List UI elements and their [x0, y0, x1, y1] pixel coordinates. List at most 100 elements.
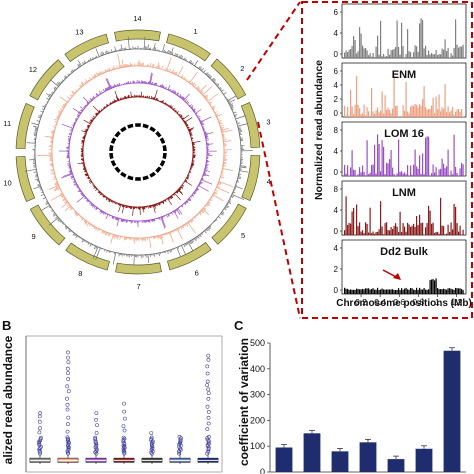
- track-bar-2: [431, 173, 433, 176]
- track-bar-1: [389, 109, 391, 117]
- track-y-tick-label: 4: [334, 147, 339, 156]
- box-outlier-1: [66, 445, 71, 450]
- track-bar-3: [416, 216, 418, 235]
- track-bar-0: [416, 46, 418, 58]
- track-bar-2: [426, 136, 428, 176]
- track-bar-2: [413, 164, 415, 176]
- panel-c-y-tick-label: 500: [250, 338, 265, 348]
- track-bar-1: [407, 111, 409, 117]
- track-bar-4: [404, 288, 406, 294]
- box-outlier-6: [205, 379, 210, 384]
- track-bar-2: [395, 175, 397, 176]
- track-bar-3: [444, 234, 446, 235]
- chromosome-block-2: [210, 58, 247, 100]
- track-bar-3: [374, 233, 376, 235]
- box-outlier-1: [66, 355, 70, 360]
- track-bar-2: [386, 162, 388, 176]
- chromosome-block-4: [241, 155, 261, 202]
- inner-ring-segment: [155, 131, 162, 138]
- track-bar-2: [414, 149, 416, 176]
- track-bar-1: [381, 91, 383, 117]
- track-bar-3: [404, 226, 406, 235]
- chromosome-label-9: 9: [32, 232, 36, 241]
- track-bar-0: [405, 54, 407, 58]
- track-bar-1: [363, 104, 365, 117]
- track-bar-2: [405, 174, 407, 176]
- track-bar-3: [428, 205, 430, 235]
- track-bar-4: [462, 290, 464, 294]
- track-bar-0: [344, 52, 346, 58]
- box-outlier-1: [66, 415, 71, 420]
- track-bar-3: [408, 224, 410, 235]
- box-outlier-1: [66, 422, 70, 427]
- circos-track-baseline-2: [68, 82, 208, 222]
- track-y-tick-label: 8: [334, 185, 339, 194]
- track-bar-3: [422, 222, 424, 235]
- box-outlier-1: [66, 350, 70, 355]
- track-bar-0: [456, 44, 458, 58]
- track-bar-0: [437, 55, 439, 58]
- track-bar-4: [428, 289, 430, 294]
- track-bar-0: [381, 56, 383, 58]
- inner-ring-segment: [142, 123, 149, 129]
- track-bar-2: [363, 171, 365, 176]
- track-bar-1: [438, 94, 440, 117]
- box-outlier-3: [121, 435, 126, 440]
- track-bar-4: [387, 289, 389, 294]
- track-bar-4: [390, 289, 392, 294]
- track-bar-2: [452, 174, 454, 176]
- track-bar-4: [426, 289, 428, 294]
- track-bar-0: [357, 51, 359, 58]
- track-bar-2: [381, 140, 383, 176]
- track-bar-1: [458, 109, 460, 117]
- track-bar-2: [407, 165, 409, 176]
- track-bar-2: [423, 174, 425, 176]
- track-bar-3: [363, 233, 365, 235]
- circos-track-1: [37, 53, 234, 249]
- track-bar-3: [344, 230, 346, 235]
- track-bar-4: [405, 287, 407, 294]
- track-bar-4: [452, 289, 454, 294]
- track-bar-1: [392, 108, 394, 117]
- inner-ring-segment: [127, 175, 134, 181]
- track-bar-3: [357, 226, 359, 235]
- box-outlier-0: [37, 419, 42, 424]
- track-bar-1: [443, 108, 445, 117]
- track-bar-2: [387, 163, 389, 176]
- track-bar-1: [374, 113, 376, 117]
- track-bar-3: [414, 226, 416, 235]
- box-outlier-1: [65, 435, 70, 440]
- chromosome-label-7: 7: [137, 282, 141, 291]
- track-y-tick-label: 6: [334, 8, 339, 17]
- track-bar-0: [389, 54, 391, 58]
- track-bar-3: [438, 233, 440, 235]
- chromosome-label-12: 12: [29, 65, 37, 74]
- track-bar-1: [347, 106, 349, 117]
- track-bar-0: [434, 54, 436, 58]
- inner-ring-segment: [110, 160, 117, 167]
- track-bar-0: [369, 53, 371, 58]
- box-outlier-6: [206, 396, 211, 401]
- track-bar-3: [350, 223, 352, 235]
- track-bar-0: [431, 53, 433, 58]
- track-bar-4: [398, 288, 400, 294]
- track-y-tick-label: 4: [334, 81, 339, 90]
- track-bar-3: [456, 223, 458, 235]
- box-outlier-6: [206, 357, 211, 362]
- track-bar-0: [386, 56, 388, 58]
- box-outlier-6: [206, 415, 211, 420]
- track-bar-1: [447, 106, 449, 117]
- track-bar-3: [366, 223, 368, 235]
- track-bar-0: [420, 18, 422, 58]
- track-bar-3: [368, 232, 370, 235]
- chromosome-label-13: 13: [75, 28, 83, 37]
- box-outlier-4: [150, 444, 155, 449]
- track-bar-2: [429, 175, 431, 176]
- track-bar-3: [369, 207, 371, 235]
- track-bar-1: [453, 115, 455, 117]
- chromosome-label-11: 11: [3, 119, 11, 128]
- track-bar-1: [399, 115, 401, 117]
- track-bar-3: [387, 230, 389, 235]
- track-bar-1: [456, 109, 458, 117]
- track-bar-0: [380, 20, 382, 58]
